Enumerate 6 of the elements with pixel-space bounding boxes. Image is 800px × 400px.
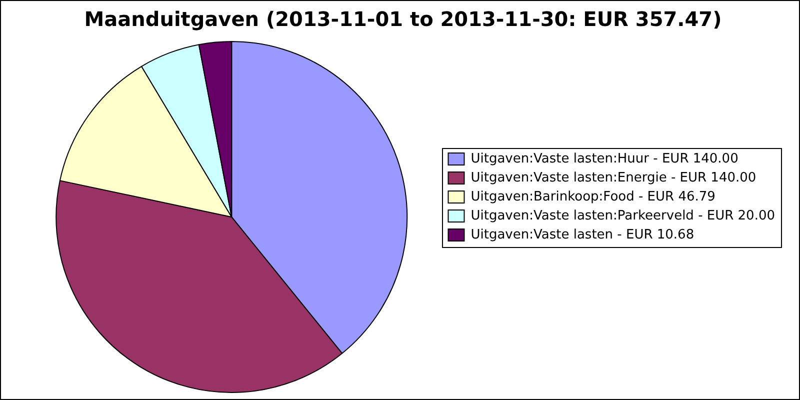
legend-label: Uitgaven:Vaste lasten:Energie - EUR 140.00 <box>470 170 756 186</box>
legend-label: Uitgaven:Vaste lasten:Parkeerveld - EUR 20.00 <box>470 208 776 224</box>
chart-title: Maanduitgaven (2013-11-01 to 2013-11-30: EUR 357.47) <box>84 7 722 32</box>
legend-label: Uitgaven:Vaste lasten:Huur - EUR 140.00 <box>470 151 738 166</box>
legend-label: Uitgaven:Vaste lasten - EUR 10.68 <box>470 227 694 242</box>
legend-label: Uitgaven:Barinkoop:Food - EUR 46.79 <box>470 189 716 204</box>
